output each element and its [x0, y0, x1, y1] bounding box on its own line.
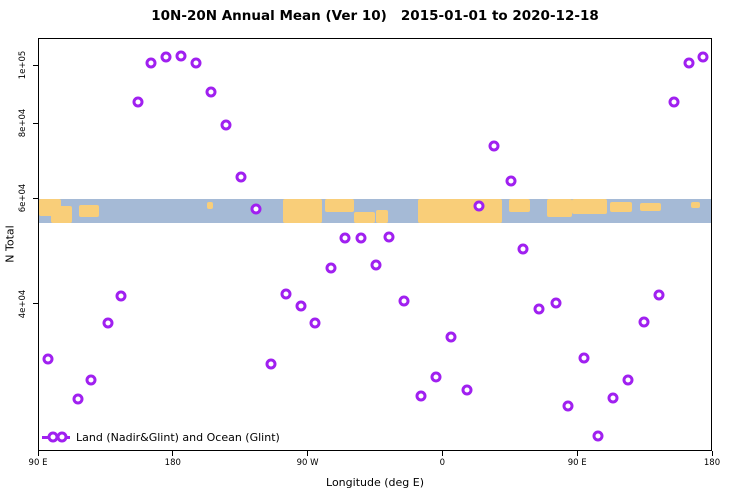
data-point: [205, 86, 217, 98]
data-point: [653, 289, 665, 301]
data-point: [517, 243, 529, 255]
data-point: [42, 353, 54, 365]
data-point: [638, 316, 650, 328]
data-point: [220, 119, 232, 131]
data-point: [295, 300, 307, 312]
chart-title: 10N-20N Annual Mean (Ver 10) 2015-01-01 …: [151, 8, 599, 24]
data-point: [175, 50, 187, 62]
y-axis-tick-label: 6e+04: [18, 183, 28, 213]
x-axis-tick-label: 180: [703, 458, 721, 468]
land-patch: [509, 199, 531, 213]
world-map-band: [39, 199, 711, 224]
data-point: [488, 140, 500, 152]
y-axis-label: N Total: [3, 225, 17, 263]
data-point: [562, 400, 574, 412]
land-patch: [50, 206, 72, 224]
y-axis-tick: [33, 122, 38, 124]
plot-area: Land (Nadir&Glint) and Ocean (Glint): [38, 38, 712, 451]
data-point: [325, 262, 337, 274]
data-point: [430, 371, 442, 383]
y-axis-tick: [33, 64, 38, 66]
x-axis-tick-label: 180: [164, 458, 181, 468]
land-patch: [417, 199, 502, 224]
x-axis-tick-label: 90 E: [28, 458, 48, 468]
data-point: [132, 96, 144, 108]
land-patch: [609, 201, 633, 213]
x-axis-tick-label: 90 W: [296, 458, 319, 468]
data-point: [265, 358, 277, 370]
data-point: [115, 290, 127, 302]
data-point: [550, 297, 562, 309]
data-point: [505, 175, 517, 187]
legend-label: Land (Nadir&Glint) and Ocean (Glint): [76, 430, 280, 444]
land-patch: [572, 199, 607, 214]
x-axis-tick: [711, 451, 713, 456]
y-axis-tick: [33, 197, 38, 199]
y-axis-tick: [33, 303, 38, 305]
land-patch: [639, 202, 661, 212]
data-point: [355, 232, 367, 244]
x-axis-tick-label: 90 E: [567, 458, 587, 468]
land-patch: [353, 212, 375, 224]
y-axis-tick-label: 8e+04: [18, 108, 28, 138]
data-point: [383, 231, 395, 243]
data-point: [309, 317, 321, 329]
x-axis-label: Longitude (deg E): [326, 476, 424, 489]
y-axis-tick-label: 1e+05: [18, 50, 28, 80]
data-point: [683, 57, 695, 69]
x-axis-tick: [307, 451, 309, 456]
legend: Land (Nadir&Glint) and Ocean (Glint): [42, 429, 280, 445]
data-point: [102, 317, 114, 329]
data-point: [622, 374, 634, 386]
data-point: [280, 288, 292, 300]
land-patch: [283, 199, 323, 224]
data-point: [607, 392, 619, 404]
x-axis-tick: [172, 451, 174, 456]
legend-point-icon: [56, 431, 68, 443]
x-axis-tick-label: 0: [439, 458, 446, 468]
land-patch: [546, 199, 573, 218]
data-point: [370, 259, 382, 271]
data-point: [533, 303, 545, 315]
data-point: [445, 331, 457, 343]
data-point: [668, 96, 680, 108]
data-point: [415, 390, 427, 402]
land-patch: [325, 199, 354, 213]
data-point: [160, 51, 172, 63]
land-patch: [690, 201, 700, 208]
data-point: [461, 384, 473, 396]
x-axis-tick: [37, 451, 39, 456]
data-point: [339, 232, 351, 244]
x-axis-tick: [441, 451, 443, 456]
data-point: [473, 200, 485, 212]
x-axis-tick: [576, 451, 578, 456]
data-point: [697, 51, 708, 63]
land-patch: [79, 205, 99, 218]
data-point: [190, 57, 202, 69]
data-point: [145, 57, 157, 69]
data-point: [578, 352, 590, 364]
data-point: [592, 430, 604, 442]
land-patch: [376, 209, 388, 224]
legend-marker-line: [42, 431, 70, 443]
data-point: [72, 393, 84, 405]
data-point: [85, 374, 97, 386]
land-patch: [206, 201, 213, 209]
data-point: [235, 171, 247, 183]
data-point: [398, 295, 410, 307]
y-axis-tick-label: 4e+04: [18, 289, 28, 319]
data-point: [250, 203, 262, 215]
